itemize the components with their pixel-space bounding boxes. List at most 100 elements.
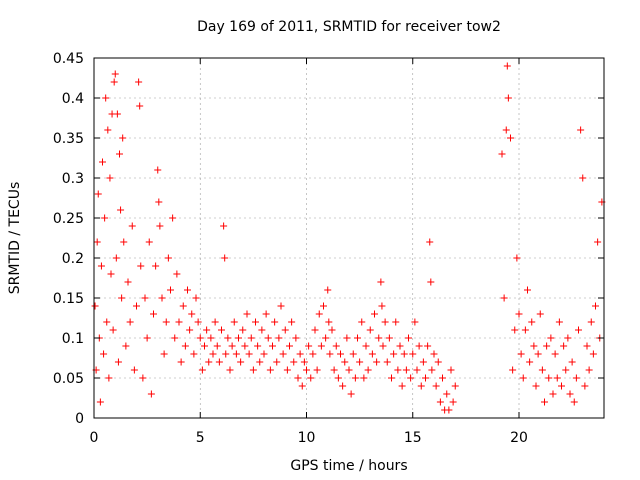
data-point: [543, 342, 551, 350]
data-point: [503, 62, 511, 70]
data-point: [430, 350, 438, 358]
x-tick-label: 5: [196, 430, 205, 446]
data-point: [390, 350, 398, 358]
data-point: [392, 318, 400, 326]
data-point: [432, 382, 440, 390]
data-point: [137, 262, 145, 270]
data-point: [313, 366, 321, 374]
data-point: [349, 350, 357, 358]
y-tick-label: 0.35: [53, 131, 84, 147]
data-point: [356, 358, 364, 366]
data-point: [449, 398, 457, 406]
data-point: [175, 318, 183, 326]
data-point: [322, 334, 330, 342]
data-point: [207, 334, 215, 342]
data-point: [203, 326, 211, 334]
data-point: [415, 342, 423, 350]
data-point: [379, 342, 387, 350]
data-point: [173, 270, 181, 278]
data-point: [513, 254, 521, 262]
y-tick-label: 0.05: [53, 371, 84, 387]
data-point: [205, 358, 213, 366]
data-point: [247, 334, 255, 342]
data-point: [136, 102, 144, 110]
data-point: [579, 174, 587, 182]
data-point: [330, 366, 338, 374]
y-tick-label: 0.1: [62, 331, 84, 347]
data-point: [164, 254, 172, 262]
y-tick-label: 0.45: [53, 51, 84, 67]
data-point: [130, 366, 138, 374]
data-point: [94, 190, 102, 198]
data-point: [592, 302, 599, 310]
data-point: [364, 366, 372, 374]
data-point: [409, 350, 417, 358]
data-point: [298, 382, 306, 390]
data-point: [447, 366, 455, 374]
data-point: [502, 126, 510, 134]
data-point: [111, 70, 119, 78]
data-point: [128, 222, 136, 230]
data-point: [169, 214, 177, 222]
x-tick-label: 0: [90, 430, 99, 446]
data-point: [201, 342, 208, 350]
data-point: [100, 350, 108, 358]
data-point: [383, 358, 391, 366]
data-point: [324, 286, 332, 294]
data-point: [534, 350, 542, 358]
data-point: [515, 310, 523, 318]
data-point: [91, 302, 99, 310]
data-point: [553, 374, 561, 382]
y-tick-label: 0.15: [53, 291, 84, 307]
data-point: [436, 398, 444, 406]
data-point: [154, 166, 162, 174]
data-point: [226, 366, 234, 374]
data-point: [171, 334, 179, 342]
data-point: [371, 310, 378, 318]
data-point: [381, 318, 389, 326]
data-point: [266, 366, 274, 374]
data-point: [427, 278, 435, 286]
data-point: [221, 254, 229, 262]
data-point: [237, 358, 245, 366]
data-point: [300, 358, 308, 366]
data-point: [198, 366, 206, 374]
data-point: [334, 374, 342, 382]
data-point: [526, 358, 534, 366]
data-points: [91, 62, 606, 414]
data-point: [126, 318, 134, 326]
data-point: [260, 350, 268, 358]
y-tick-label: 0.4: [62, 91, 84, 107]
data-point: [99, 158, 106, 166]
data-point: [271, 318, 279, 326]
data-point: [325, 318, 333, 326]
data-point: [417, 382, 425, 390]
data-point: [288, 318, 296, 326]
data-point: [96, 398, 104, 406]
data-point: [368, 350, 376, 358]
data-point: [583, 342, 591, 350]
data-point: [587, 318, 595, 326]
data-point: [232, 350, 240, 358]
data-point: [256, 358, 264, 366]
data-point: [162, 318, 170, 326]
data-point: [375, 334, 383, 342]
data-point: [343, 334, 351, 342]
data-point: [228, 342, 236, 350]
data-point: [581, 382, 589, 390]
data-point: [500, 294, 508, 302]
data-point: [113, 110, 121, 118]
data-point: [315, 310, 323, 318]
data-point: [277, 302, 285, 310]
data-point: [209, 350, 217, 358]
data-point: [109, 326, 117, 334]
y-tick-label: 0.3: [62, 171, 84, 187]
data-point: [362, 342, 370, 350]
data-point: [428, 366, 436, 374]
data-point: [213, 342, 221, 350]
data-point: [366, 326, 374, 334]
chart-title: Day 169 of 2011, SRMTID for receiver tow…: [197, 19, 501, 35]
data-point: [190, 350, 198, 358]
data-point: [279, 350, 287, 358]
data-point: [114, 358, 122, 366]
